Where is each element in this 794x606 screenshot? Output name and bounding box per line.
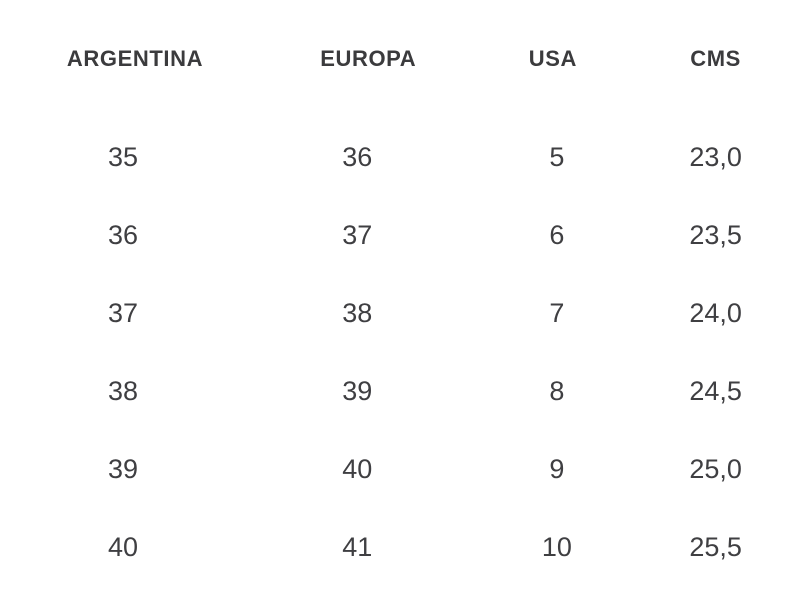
- table-row: 37 38 7 24,0: [0, 274, 794, 352]
- table-row: 36 37 6 23,5: [0, 196, 794, 274]
- cell-usa: 5: [549, 141, 565, 172]
- table-body: 35 36 5 23,0 36 37 6 23,5 37 38 7 24,0 3…: [0, 118, 794, 586]
- cell-usa: 10: [541, 531, 572, 562]
- cell-cms: 23,0: [689, 141, 742, 172]
- cell-usa: 9: [549, 453, 565, 484]
- cell-europa: 41: [342, 531, 373, 562]
- cell-europa: 37: [342, 219, 373, 250]
- cell-usa: 6: [549, 219, 565, 250]
- column-header-europa: EUROPA: [320, 46, 417, 71]
- cell-europa: 39: [342, 375, 373, 406]
- column-header-usa: USA: [528, 46, 577, 71]
- cell-argentina: 35: [107, 141, 139, 172]
- column-header-cms: CMS: [690, 46, 741, 71]
- cell-argentina: 40: [107, 531, 139, 562]
- cell-europa: 40: [342, 453, 373, 484]
- cell-cms: 24,0: [689, 297, 742, 328]
- table-row: 38 39 8 24,5: [0, 352, 794, 430]
- cell-cms: 25,5: [689, 531, 742, 562]
- cell-cms: 24,5: [689, 375, 742, 406]
- header-row: ARGENTINA EUROPA USA CMS: [0, 0, 794, 118]
- cell-europa: 36: [342, 141, 373, 172]
- column-header-argentina: ARGENTINA: [66, 46, 204, 71]
- cell-argentina: 37: [107, 297, 139, 328]
- cell-usa: 7: [549, 297, 565, 328]
- table-header: ARGENTINA EUROPA USA CMS: [0, 0, 794, 118]
- cell-europa: 38: [342, 297, 373, 328]
- cell-cms: 23,5: [689, 219, 742, 250]
- cell-argentina: 39: [107, 453, 139, 484]
- table-row: 40 41 10 25,5: [0, 508, 794, 586]
- cell-cms: 25,0: [689, 453, 742, 484]
- table-row: 35 36 5 23,0: [0, 118, 794, 196]
- cell-argentina: 38: [107, 375, 139, 406]
- cell-argentina: 36: [107, 219, 139, 250]
- cell-usa: 8: [549, 375, 565, 406]
- size-table-grid: ARGENTINA EUROPA USA CMS 35 36 5 23,0 36…: [0, 0, 794, 586]
- table-row: 39 40 9 25,0: [0, 430, 794, 508]
